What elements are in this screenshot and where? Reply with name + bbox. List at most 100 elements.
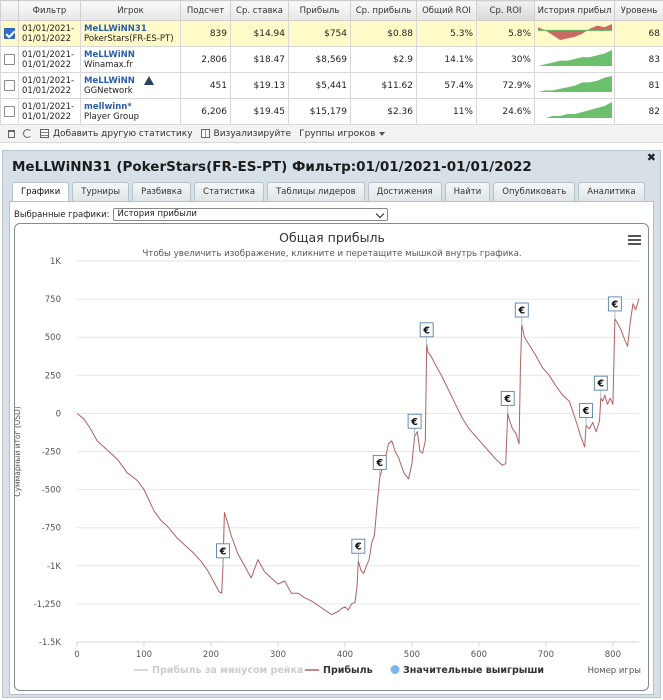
big-win-marker[interactable] xyxy=(500,390,515,406)
col-total-roi-header[interactable]: Общий ROI xyxy=(416,0,477,21)
col-count-header[interactable]: Подсчет xyxy=(180,0,231,21)
stats-toolbar: Добавить другую статистику Визуализируйт… xyxy=(0,125,663,143)
player-groups-button[interactable]: Группы игроков xyxy=(299,129,386,139)
filter-start: 01/01/2021- xyxy=(22,49,75,60)
filter-start: 01/01/2021- xyxy=(22,75,75,86)
tab-tournaments[interactable]: Турниры xyxy=(72,182,130,201)
big-win-marker[interactable] xyxy=(514,302,529,318)
legend-symbol-big-wins[interactable] xyxy=(390,665,400,674)
legend-item-profit[interactable]: Прибыль xyxy=(323,665,373,676)
tab-publish[interactable]: Опубликовать xyxy=(493,182,576,201)
big-win-marker[interactable] xyxy=(216,543,230,559)
col-avg-roi-header[interactable]: Ср. ROI xyxy=(476,0,535,21)
player-site: PokerStars(FR-ES-PT) xyxy=(84,33,174,44)
chart-select-label: Выбранные графики: xyxy=(14,209,110,220)
player-cell[interactable]: MeLLWiNN GGNetwork xyxy=(80,72,181,99)
row-checkbox-cell[interactable] xyxy=(0,72,19,99)
profit-history-sparkline xyxy=(534,20,615,47)
total-roi-cell: 5.3% xyxy=(416,20,477,47)
col-profit-header[interactable]: Прибыль xyxy=(288,0,351,21)
player-cell[interactable]: MeLLWiNN31 PokerStars(FR-ES-PT) xyxy=(80,20,181,47)
tab-achievements[interactable]: Достижения xyxy=(367,182,442,201)
big-win-marker[interactable] xyxy=(579,403,594,419)
close-icon[interactable]: ✖ xyxy=(646,151,656,164)
big-win-marker[interactable] xyxy=(419,322,434,338)
player-name[interactable]: MeLLWiNN xyxy=(84,75,135,86)
col-player-header[interactable]: Игрок xyxy=(80,0,181,21)
filter-cell: 01/01/2021- 01/01/2022 xyxy=(18,46,81,73)
avg-roi-cell: 72.9% xyxy=(476,72,535,99)
player-cell[interactable]: mellwinn* Player Group xyxy=(80,98,181,125)
big-win-marker[interactable] xyxy=(593,375,608,391)
player-name[interactable]: MeLLWiNN31 xyxy=(84,23,147,34)
tab-statistics[interactable]: Статистика xyxy=(194,182,265,201)
col-level-header[interactable]: Уровень xyxy=(614,0,663,21)
count-cell: 839 xyxy=(180,20,231,47)
col-avg-stake-header[interactable]: Ср. ставка xyxy=(230,0,289,21)
chart-subtitle: Чтобы увеличить изображение, кликните и … xyxy=(142,249,521,259)
table-row[interactable]: 01/01/2021- 01/01/2022 MeLLWiNN GGNetwork 45… xyxy=(0,72,663,99)
level-cell: 81 xyxy=(614,72,663,99)
visualize-button[interactable]: Визуализируйте xyxy=(200,129,291,139)
visualize-icon xyxy=(200,129,210,138)
row-checkbox[interactable] xyxy=(4,28,15,39)
y-tick-label: -1K xyxy=(47,562,61,572)
chart-select-row: Выбранные графики: История прибыли xyxy=(14,208,388,221)
panel-tabs: Графики Турниры Разбивка Статистика Табл… xyxy=(12,182,645,202)
big-win-marker-label: € xyxy=(354,542,362,553)
player-name[interactable]: mellwinn* xyxy=(84,101,132,112)
filter-start: 01/01/2021- xyxy=(22,23,75,34)
big-win-marker[interactable] xyxy=(607,296,622,312)
player-site: Winamax.fr xyxy=(84,59,133,70)
tab-breakdown[interactable]: Разбивка xyxy=(132,182,192,201)
add-stat-button[interactable]: Добавить другую статистику xyxy=(40,129,193,139)
avg-profit-cell: $0.88 xyxy=(350,20,417,47)
profit-cell: $15,179 xyxy=(288,98,351,125)
big-win-marker[interactable] xyxy=(372,454,387,470)
player-site: Player Group xyxy=(84,111,140,122)
player-cell[interactable]: MeLLWiNN Winamax.fr xyxy=(80,46,181,73)
col-profit-history-header[interactable]: История прибыл xyxy=(534,0,615,21)
big-win-marker[interactable] xyxy=(407,413,422,429)
tab-find[interactable]: Найти xyxy=(444,182,491,201)
big-win-marker-label: € xyxy=(375,458,383,469)
avg-roi-cell: 5.8% xyxy=(476,20,535,47)
row-checkbox[interactable] xyxy=(4,54,15,65)
y-tick-label: -500 xyxy=(42,486,61,496)
chart-select[interactable]: История прибыли xyxy=(112,208,388,221)
big-win-marker-label: € xyxy=(503,394,511,405)
avg-roi-cell: 30% xyxy=(476,46,535,73)
player-detail-panel: ✖ MeLLWiNN31 (PokerStars(FR-ES-PT) Фильт… xyxy=(2,150,661,698)
legend-item-rake[interactable]: Прибыль за минусом рейка xyxy=(152,665,303,676)
profit-chart[interactable]: Общая прибыль Чтобы увеличить изображение… xyxy=(14,223,649,691)
table-row[interactable]: 01/01/2021- 01/01/2022 MeLLWiNN Winamax.fr 2… xyxy=(0,46,663,73)
row-checkbox-cell[interactable] xyxy=(0,20,19,47)
row-checkbox-cell[interactable] xyxy=(0,46,19,73)
table-row[interactable]: 01/01/2021- 01/01/2022 mellwinn* Player Gro… xyxy=(0,98,663,125)
tab-leaderboards[interactable]: Таблицы лидеров xyxy=(267,182,365,201)
col-avg-profit-header[interactable]: Ср. прибыль xyxy=(350,0,417,21)
tab-analytics[interactable]: Аналитика xyxy=(578,182,645,201)
stats-table: Фильтр Игрок Подсчет Ср. ставка Прибыль … xyxy=(0,0,663,125)
col-select-header xyxy=(0,0,19,21)
series-line-profit[interactable] xyxy=(76,298,640,616)
chart-menu-icon[interactable] xyxy=(628,235,641,245)
table-row[interactable]: 01/01/2021- 01/01/2022 MeLLWiNN31 PokerStar… xyxy=(0,20,663,47)
y-tick-label: -1,250 xyxy=(34,600,61,610)
row-checkbox[interactable] xyxy=(4,80,15,91)
tab-charts[interactable]: Графики xyxy=(12,182,70,202)
profit-chart-svg[interactable]: Общая прибыль Чтобы увеличить изображение… xyxy=(15,224,649,691)
network-logo-icon xyxy=(144,76,154,85)
row-checkbox-cell[interactable] xyxy=(0,98,19,125)
total-roi-cell: 11% xyxy=(416,98,477,125)
row-checkbox[interactable] xyxy=(4,106,15,117)
refresh-icon[interactable] xyxy=(23,129,32,138)
legend-item-big-wins[interactable]: Значительные выигрыши xyxy=(403,665,544,676)
player-name[interactable]: MeLLWiNN xyxy=(84,49,135,60)
x-axis-title: Номер игры xyxy=(588,666,641,676)
filter-start: 01/01/2021- xyxy=(22,101,75,112)
tab-content: Выбранные графики: История прибыли Общая… xyxy=(9,201,654,695)
big-win-marker[interactable] xyxy=(351,538,366,554)
col-filter-header[interactable]: Фильтр xyxy=(18,0,81,21)
trash-icon[interactable] xyxy=(8,129,15,138)
